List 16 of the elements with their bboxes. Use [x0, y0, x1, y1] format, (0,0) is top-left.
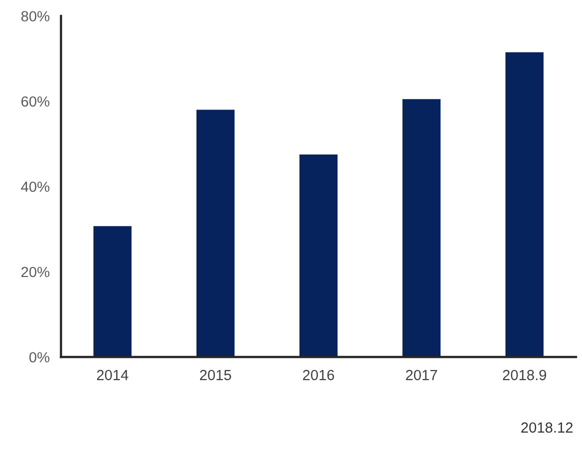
y-tick-label: 0% — [29, 352, 50, 362]
y-tick-label: 40% — [21, 182, 50, 192]
bar — [196, 110, 235, 357]
y-tick-label: 60% — [21, 96, 50, 107]
x-tick-label: 2018.9 — [502, 370, 546, 380]
x-tick-label: 2017 — [406, 370, 437, 380]
bar — [505, 52, 544, 357]
bar — [402, 99, 441, 357]
x-tick-label: 2016 — [303, 370, 334, 380]
bar — [299, 154, 338, 357]
text: 2018.12 — [521, 422, 573, 433]
y-tick-label: 20% — [21, 266, 50, 278]
x-tick-label: 2014 — [97, 370, 128, 380]
bar — [93, 226, 132, 357]
x-tick-label: 2015 — [200, 370, 232, 380]
y-tick-label: 80% — [21, 11, 50, 22]
